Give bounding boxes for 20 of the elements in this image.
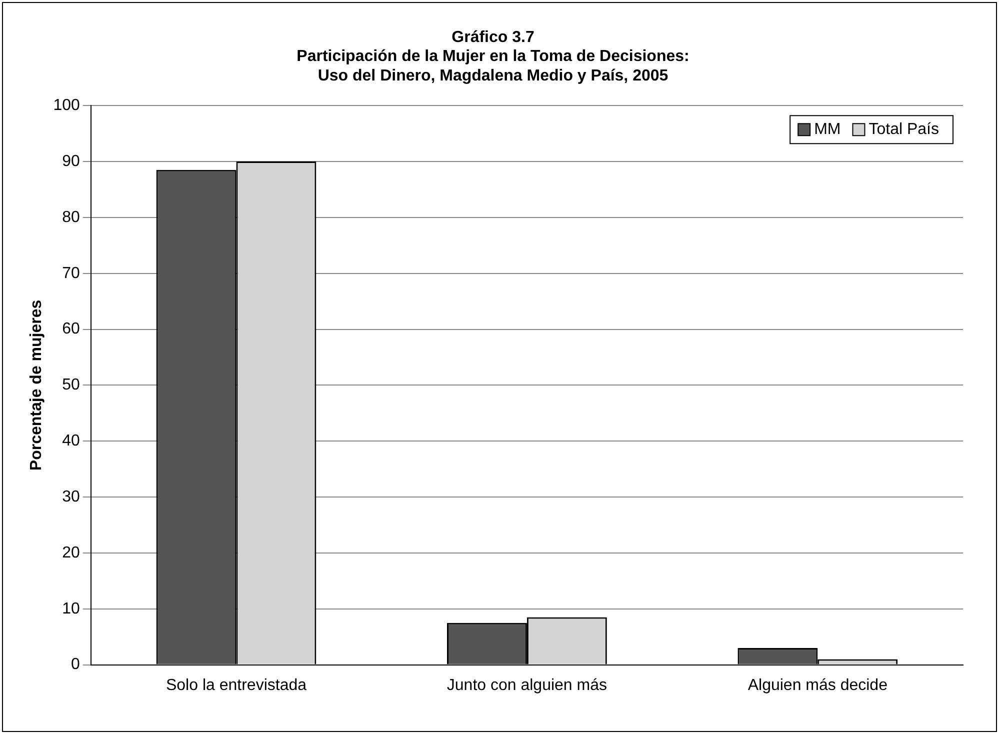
y-tick-label: 70 [62,264,80,282]
y-tick-label: 20 [62,544,80,562]
y-tick-label: 40 [62,432,80,450]
y-tick-label: 100 [53,97,80,114]
x-tick-label: Junto con alguien más [446,676,607,694]
y-tick-label: 60 [62,320,80,338]
legend-label: Total País [868,121,940,138]
text: Gráfico 3.7 [452,29,534,46]
y-tick-label: 90 [62,152,80,170]
legend-label: MM [814,121,841,138]
y-tick-label: 80 [62,208,80,226]
text: Uso del Dinero, Magdalena Medio y País, 2005 [318,67,668,84]
text: Participación de la Mujer en la Toma de Decisiones: [296,48,690,66]
y-tick-label: 0 [70,656,80,674]
y-tick-label: 10 [62,600,80,618]
x-tick-label: Alguien más decide [748,676,888,694]
x-tick-label: Solo la entrevistada [166,676,307,694]
y-axis-title: Porcentaje de mujeres [28,300,46,471]
y-tick-label: 30 [62,488,80,506]
y-tick-label: 50 [62,376,80,394]
